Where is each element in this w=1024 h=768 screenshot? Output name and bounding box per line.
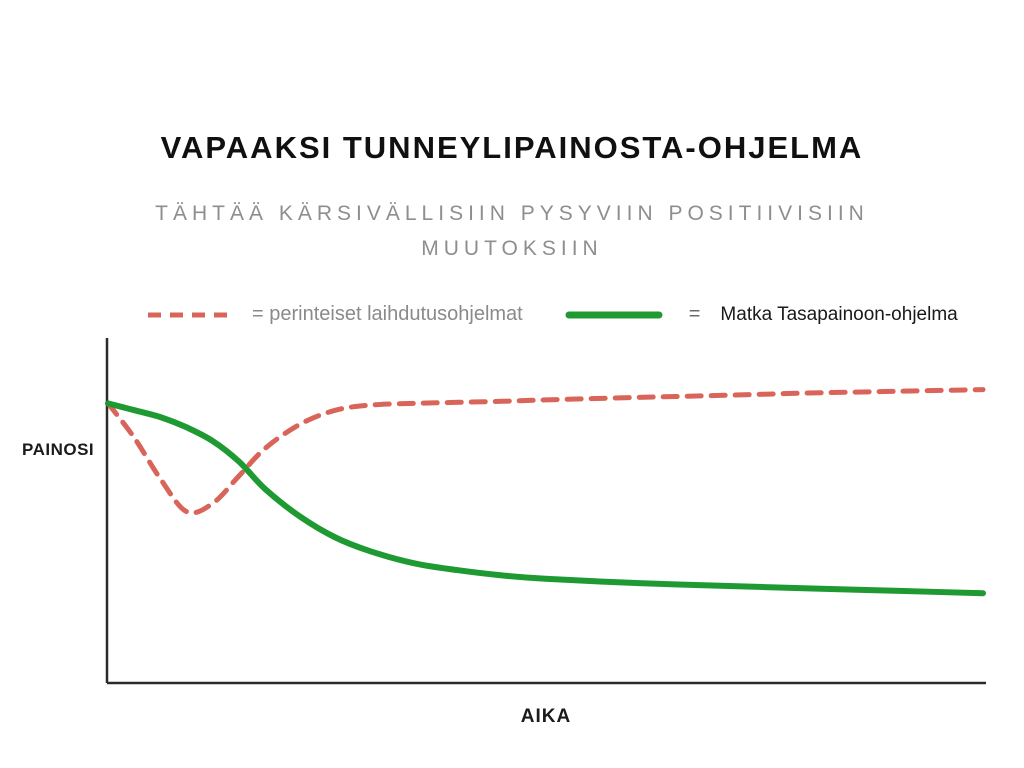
series-group <box>105 387 986 597</box>
x-axis-label: AIKA <box>520 706 572 727</box>
legend-label-program: Matka Tasapainoon-ohjelma <box>720 303 958 325</box>
page-title: VAPAAKSI TUNNEYLIPAINOSTA-OHJELMA <box>160 130 864 165</box>
legend-label-traditional: = perinteiset laihdutusohjelmat <box>252 303 523 325</box>
y-axis-label: PAINOSI <box>22 440 95 459</box>
page-subtitle: TÄHTÄÄ KÄRSIVÄLLISIIN PYSYVIIN POSITIIVI… <box>155 202 869 260</box>
legend-equals-sign: = <box>688 303 701 325</box>
chart-legend: = perinteiset laihdutusohjelmat = Matka … <box>146 303 958 326</box>
chart-svg <box>105 338 986 685</box>
solid-line-swatch-icon <box>565 309 663 321</box>
series-line-0 <box>105 387 986 516</box>
chart-area <box>98 330 998 690</box>
dashed-line-swatch-icon <box>146 310 238 320</box>
series-line-1 <box>105 400 986 597</box>
